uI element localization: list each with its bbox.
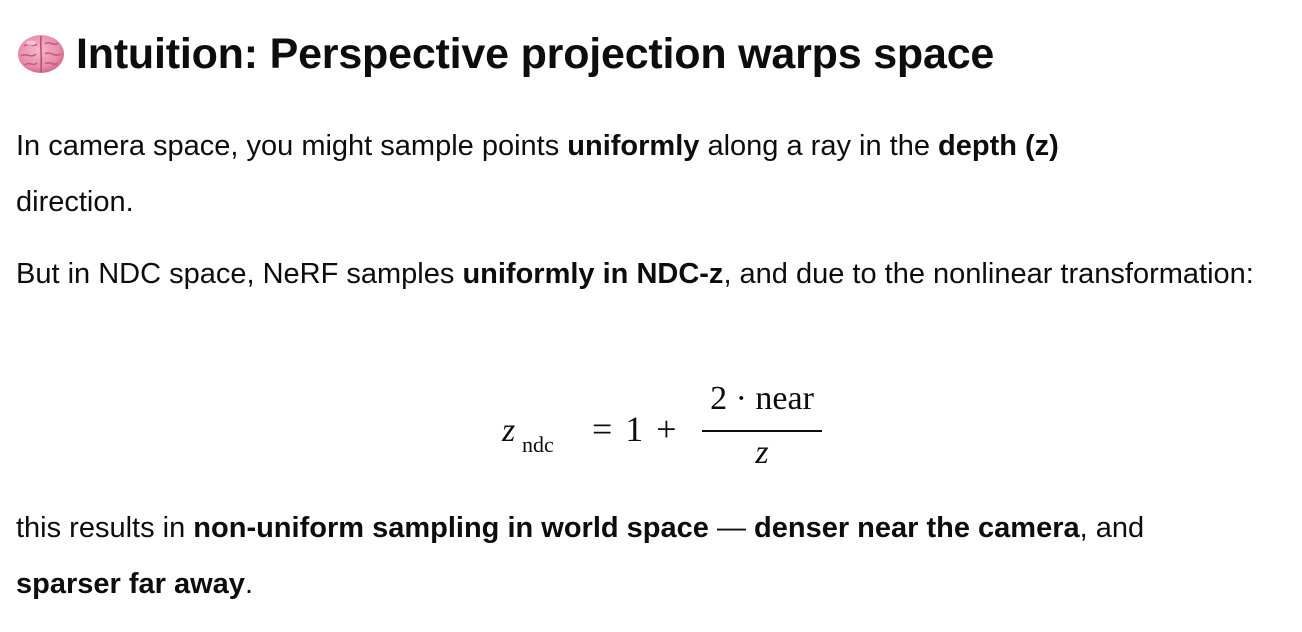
paragraph-ndc-space: But in NDC space, NeRF samples uniformly… xyxy=(16,246,1286,302)
equation-denominator: z xyxy=(755,434,769,471)
paragraph-camera-space: In camera space, you might sample points… xyxy=(16,118,1286,230)
fraction-bar xyxy=(702,430,822,432)
section-heading: Intuition: Perspective projection warps … xyxy=(16,26,994,82)
equation-rhs-prefix: = 1 + xyxy=(592,409,677,449)
p3-text-2: , and xyxy=(1079,512,1145,544)
equation-lhs-variable: z xyxy=(502,412,516,449)
p2-text-2: , and due to the nonlinear transformatio… xyxy=(723,258,1254,290)
equation-fraction: 2 · near z xyxy=(700,378,824,478)
equation-numerator: 2 · near xyxy=(710,380,814,417)
p3-text-3: . xyxy=(244,568,253,600)
p1-bold-uniformly: uniformly xyxy=(567,130,700,162)
paragraph-result: this results in non-uniform sampling in … xyxy=(16,500,1286,612)
section-heading-text: Intuition: Perspective projection warps … xyxy=(76,30,995,78)
p3-bold-denser: denser near the camera xyxy=(754,512,1080,544)
p3-bold-sparser: sparser far away xyxy=(16,568,245,600)
p2-bold-uniformly-ndc: uniformly in NDC-z xyxy=(462,258,724,290)
p1-bold-depth: depth (z) xyxy=(938,130,1059,162)
p1-text-2: along a ray in the xyxy=(699,130,939,162)
p2-text-1: But in NDC space, NeRF samples xyxy=(16,258,463,290)
p3-text-0: this results in xyxy=(16,512,194,544)
p1-text-3: direction. xyxy=(16,186,134,218)
p3-bold-non-uniform: non-uniform sampling in world space xyxy=(193,512,709,544)
ndc-equation: z ndc = 1 + 2 · near z xyxy=(16,378,1286,478)
p3-text-1: — xyxy=(708,512,755,544)
brain-icon xyxy=(16,32,66,76)
equation-lhs-subscript: ndc xyxy=(522,432,554,457)
p1-text-1: In camera space, you might sample points xyxy=(16,130,568,162)
